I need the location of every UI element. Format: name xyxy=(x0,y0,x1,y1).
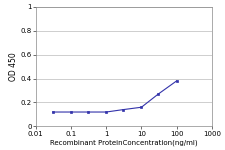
Y-axis label: OD 450: OD 450 xyxy=(9,52,18,81)
X-axis label: Recombinant ProteinConcentration(ng/ml): Recombinant ProteinConcentration(ng/ml) xyxy=(50,139,198,146)
